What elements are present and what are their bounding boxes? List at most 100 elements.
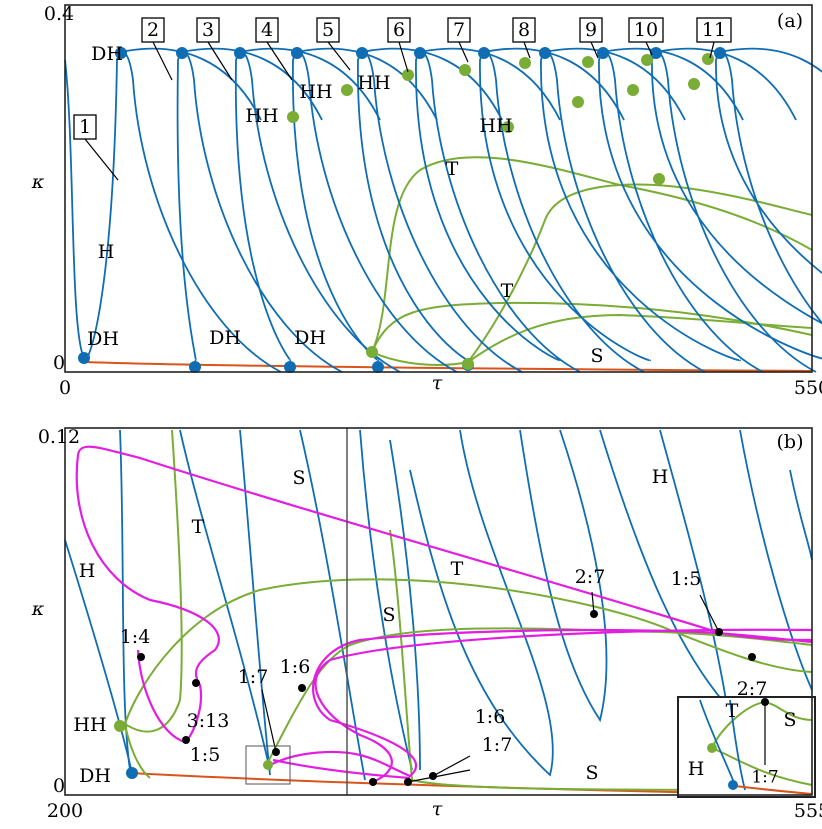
resonance-label: 2:7	[575, 566, 606, 588]
resonance-label: 1:5	[671, 568, 702, 590]
resonance-point	[137, 653, 145, 661]
hh-point	[688, 78, 700, 90]
hh-point	[707, 743, 717, 753]
leader	[645, 41, 653, 56]
annotation: DH	[209, 327, 241, 349]
h-curve	[361, 47, 503, 121]
curve	[299, 429, 366, 781]
dh-point	[176, 47, 188, 59]
h-curve	[239, 47, 381, 121]
leader	[458, 41, 469, 63]
leader	[407, 769, 471, 783]
hh-point	[459, 64, 471, 76]
resonance-label: 1:6	[475, 706, 506, 728]
dh-point	[539, 47, 551, 59]
hh-point	[366, 346, 378, 358]
leader	[591, 591, 595, 615]
resonance-label: 3:13	[187, 710, 230, 732]
x-axis-label: τ	[432, 798, 443, 820]
resonance-label: 1:4	[120, 626, 151, 648]
hh-point	[653, 173, 665, 185]
annotation: S	[585, 762, 598, 784]
annotation: T	[501, 280, 514, 302]
resonance-point	[369, 778, 377, 786]
dh-point	[189, 361, 201, 373]
y-tick-label: 0.4	[44, 3, 74, 25]
label-box	[196, 17, 220, 43]
h-curves	[64, 47, 822, 373]
annotation: HH	[245, 105, 278, 127]
resonance-point	[298, 684, 306, 692]
s-curve	[272, 758, 411, 780]
curve	[359, 429, 413, 771]
t-curve	[371, 156, 813, 353]
s-curve	[314, 628, 813, 784]
dh-point	[115, 47, 127, 59]
hh-point	[502, 121, 514, 133]
dh-point	[291, 47, 303, 59]
dh-point	[478, 47, 490, 59]
y-tick-label: 0.12	[38, 426, 80, 448]
leader	[152, 41, 173, 81]
resonance-point	[182, 736, 190, 744]
label-box	[628, 17, 664, 43]
dh-point	[356, 47, 368, 59]
hh-point	[641, 54, 653, 66]
label-box	[447, 17, 471, 43]
panel-a: 1 2 3 4 5 6 7 8 9 10 11 (a) DH H DH DH DH HH HH HH…	[31, 3, 822, 399]
points	[114, 591, 756, 786]
boxed-label: 5	[322, 19, 334, 41]
panel-label: (a)	[777, 10, 803, 32]
leader	[523, 41, 531, 59]
h-curve	[83, 50, 282, 373]
annotation: DH	[91, 43, 123, 65]
inset-s-curve	[734, 785, 813, 795]
h-curve	[655, 47, 797, 121]
t-curve	[371, 301, 813, 353]
y-tick-label: 0	[53, 775, 65, 797]
resonance-point	[748, 653, 756, 661]
h-curve	[602, 47, 744, 121]
annotation: HH	[479, 115, 512, 137]
resonance-label: 1:6	[280, 656, 311, 678]
annotation: H	[652, 466, 669, 488]
leader	[261, 689, 277, 753]
leader	[699, 594, 720, 633]
dh-point	[650, 47, 662, 59]
dh-point	[126, 767, 138, 779]
annotation: H	[79, 560, 96, 582]
h-curve	[719, 47, 822, 73]
hh-point	[572, 96, 584, 108]
boxed-labels: 1 2 3 4 5 6 7 8 9 10 11	[73, 17, 732, 181]
curve	[789, 469, 813, 561]
curve	[519, 429, 608, 723]
boxed-label: 1	[79, 116, 91, 138]
leader	[207, 41, 233, 81]
s-curve	[75, 454, 220, 744]
leader	[327, 41, 351, 71]
y-axis-label: κ	[31, 598, 45, 620]
h-curve	[483, 47, 625, 121]
h-curve	[544, 47, 686, 121]
annotation: S	[382, 604, 395, 626]
resonance-label: 1:7	[482, 734, 513, 756]
annotation: S	[292, 467, 305, 489]
dh-point	[284, 361, 296, 373]
label-box	[255, 17, 279, 43]
dh-point	[728, 780, 738, 790]
curve	[179, 429, 271, 771]
points	[78, 47, 726, 373]
annotation: HH	[73, 714, 106, 736]
h-curve	[64, 59, 85, 359]
boxed-label: 8	[518, 19, 530, 41]
dh-point	[414, 47, 426, 59]
label-box	[696, 17, 732, 43]
y-tick-label: 0	[53, 352, 65, 374]
inset-h-curve	[699, 699, 746, 791]
curve	[389, 439, 421, 771]
x-tick-label: 0	[59, 377, 71, 399]
boxed-label: 10	[634, 19, 658, 41]
annotation: S	[590, 345, 603, 367]
leader	[432, 755, 471, 777]
